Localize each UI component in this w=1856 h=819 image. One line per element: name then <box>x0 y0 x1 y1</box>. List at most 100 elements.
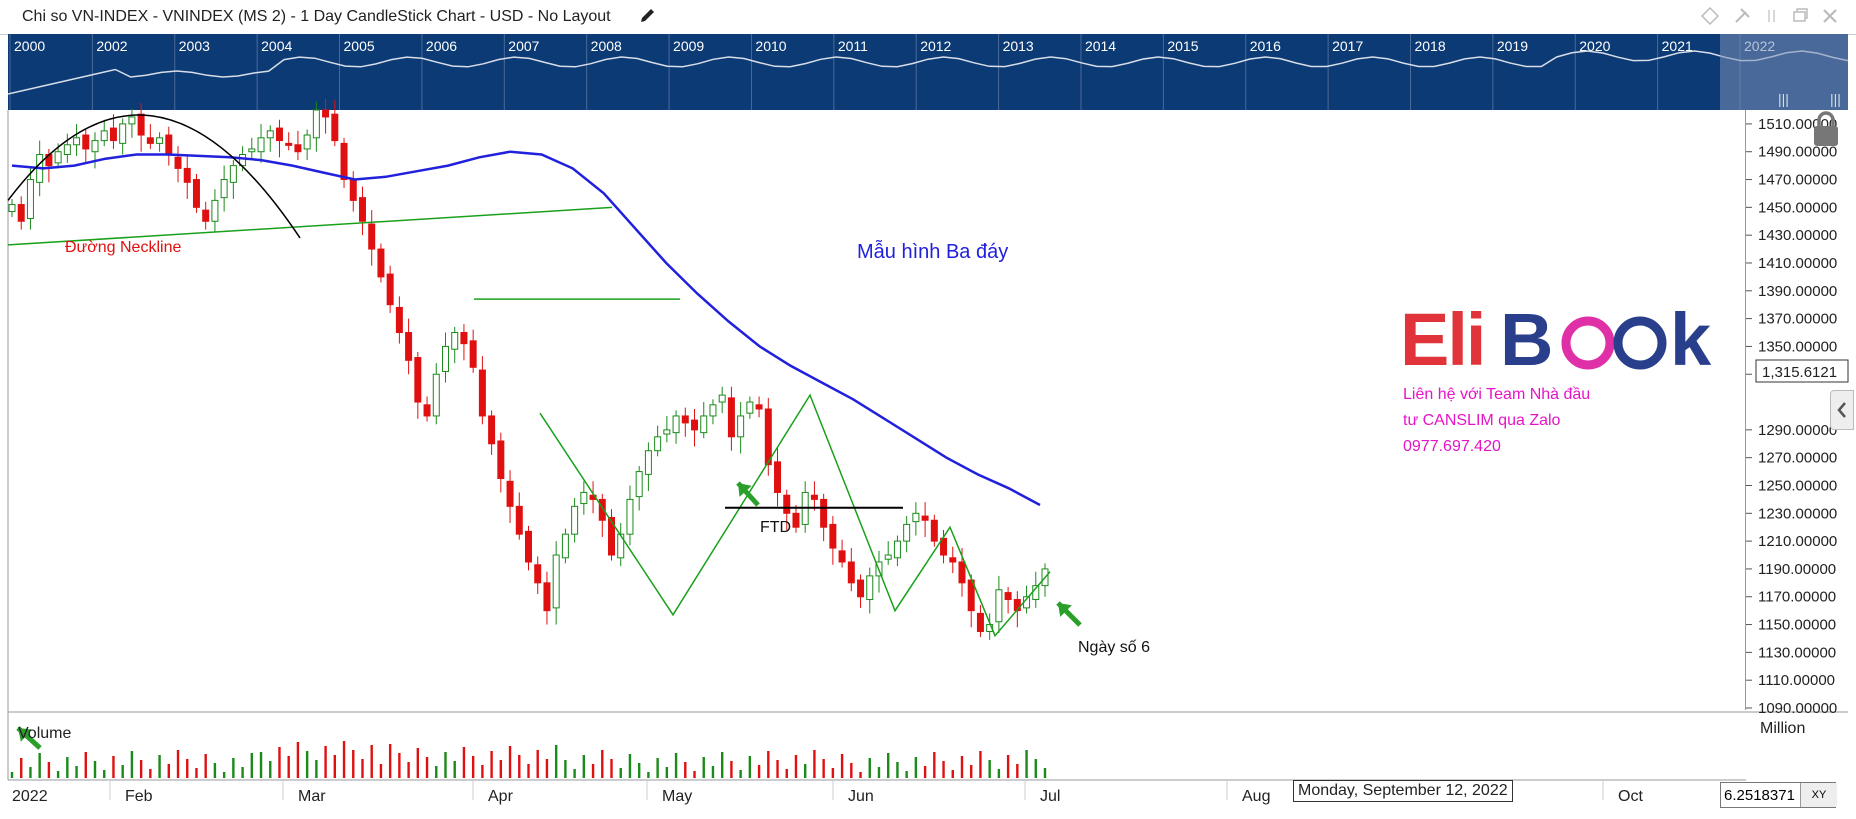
candle-body <box>552 554 560 609</box>
volume-label: Volume <box>18 725 71 742</box>
overview-year-label: 2002 <box>96 38 127 54</box>
volume-bar <box>896 762 899 778</box>
y-tick-label: 1210.00000 <box>1758 533 1837 550</box>
range-handle-left[interactable]: ||| <box>1778 91 1789 107</box>
x-tick-label: Apr <box>488 788 514 805</box>
candle-body <box>488 415 496 445</box>
candle-body <box>266 130 274 139</box>
overview-year-label: 2000 <box>14 38 45 54</box>
lock-icon[interactable] <box>1808 110 1844 150</box>
link-icon[interactable] <box>1762 6 1782 26</box>
candle-body <box>119 123 127 144</box>
candle-body <box>644 450 652 475</box>
volume-bar <box>20 758 23 778</box>
volume-bar <box>527 764 530 778</box>
overview-year-label: 2003 <box>179 38 210 54</box>
candle-body <box>654 436 662 452</box>
candle-body <box>8 204 16 213</box>
overview-year-label: 2012 <box>920 38 951 54</box>
day6-arrow-head <box>1058 603 1072 617</box>
candle-body <box>349 179 357 201</box>
volume-bar <box>93 761 97 778</box>
overview-year-label: 2006 <box>426 38 457 54</box>
volume-bar <box>84 752 87 778</box>
overview-navigator[interactable]: 2000 2002 2003 2004 2005 2006 2007 2008 2009 2010… <box>7 34 1849 110</box>
volume-bar <box>296 742 300 778</box>
volume-bar <box>564 760 567 778</box>
volume-arrow-head <box>18 728 32 742</box>
overview-year-label: 2009 <box>673 38 704 54</box>
candle-body <box>515 505 523 535</box>
volume-bar <box>1043 768 1047 778</box>
elibook-logo: Eli B k <box>1400 305 1712 380</box>
volume-bar <box>840 754 844 778</box>
candle-body <box>165 134 173 156</box>
overview-visible-range[interactable] <box>1720 34 1848 110</box>
overview-chart: 2000 2002 2003 2004 2005 2006 2007 2008 2009 2010… <box>7 34 1849 110</box>
volume-bar <box>591 764 595 778</box>
overview-year-label: 2010 <box>755 38 786 54</box>
range-handle-right[interactable]: ||| <box>1830 91 1841 107</box>
annotation-drawings <box>7 114 1082 750</box>
candle-body <box>478 369 486 417</box>
volume-bar <box>868 758 871 778</box>
volume-bar <box>684 762 687 778</box>
overview-year-label: 2020 <box>1579 38 1610 54</box>
volume-bar <box>398 753 401 778</box>
xy-button[interactable]: XY <box>1800 783 1837 807</box>
candle-body <box>958 561 966 584</box>
overview-year-label: 2017 <box>1332 38 1363 54</box>
volume-bar <box>195 768 198 778</box>
restore-window-icon[interactable] <box>1790 6 1810 26</box>
volume-bar <box>38 753 41 778</box>
volume-bar <box>693 771 696 778</box>
edit-pencil-icon[interactable] <box>638 5 658 25</box>
overview-year-label: 2007 <box>508 38 539 54</box>
volume-bar <box>739 770 742 778</box>
volume-bar <box>278 747 281 778</box>
y-tick-label: 1190.00000 <box>1758 561 1836 578</box>
volume-bar <box>490 751 493 778</box>
collapse-panel-button[interactable] <box>1830 390 1854 430</box>
volume-bar <box>748 756 752 778</box>
svg-text:B: B <box>1500 305 1553 380</box>
candle-body <box>340 142 348 181</box>
volume-bar <box>416 748 420 778</box>
pin-icon[interactable] <box>1732 6 1752 26</box>
volume-bar <box>720 752 724 778</box>
y-tick-label: 1130.00000 <box>1758 644 1836 661</box>
candle-body <box>73 137 81 146</box>
overview-year-label: 2005 <box>344 38 375 54</box>
candle-body <box>331 113 339 142</box>
y-tick-label: 1250.00000 <box>1758 477 1837 494</box>
candle-body <box>128 116 136 125</box>
candle-body <box>866 575 874 601</box>
candle-body <box>91 140 99 153</box>
volume-bar <box>960 756 964 778</box>
volume-bar <box>776 760 779 778</box>
volume-bar <box>951 770 954 778</box>
candle-body <box>755 404 763 410</box>
candle-body <box>100 130 108 142</box>
volume-bar <box>471 756 475 778</box>
diamond-icon[interactable] <box>1700 6 1720 26</box>
neckline-line <box>7 206 613 246</box>
candle-body <box>580 491 588 505</box>
candle-body <box>884 554 892 560</box>
volume-bar <box>1034 759 1037 778</box>
volume-bar <box>702 757 705 778</box>
candle-body <box>820 498 828 528</box>
price-axis-border <box>1745 110 1746 710</box>
close-icon[interactable] <box>1820 6 1840 26</box>
candle-body <box>700 415 708 434</box>
volume-bar <box>222 772 226 778</box>
candle-body <box>949 557 957 563</box>
overview-year-label: 2013 <box>1003 38 1034 54</box>
candle-body <box>432 373 440 417</box>
volume-bar <box>647 772 650 778</box>
candle-body <box>26 179 34 219</box>
volume-bar <box>462 747 466 778</box>
candle-body <box>386 273 394 306</box>
x-tick-label: Jul <box>1040 788 1060 805</box>
